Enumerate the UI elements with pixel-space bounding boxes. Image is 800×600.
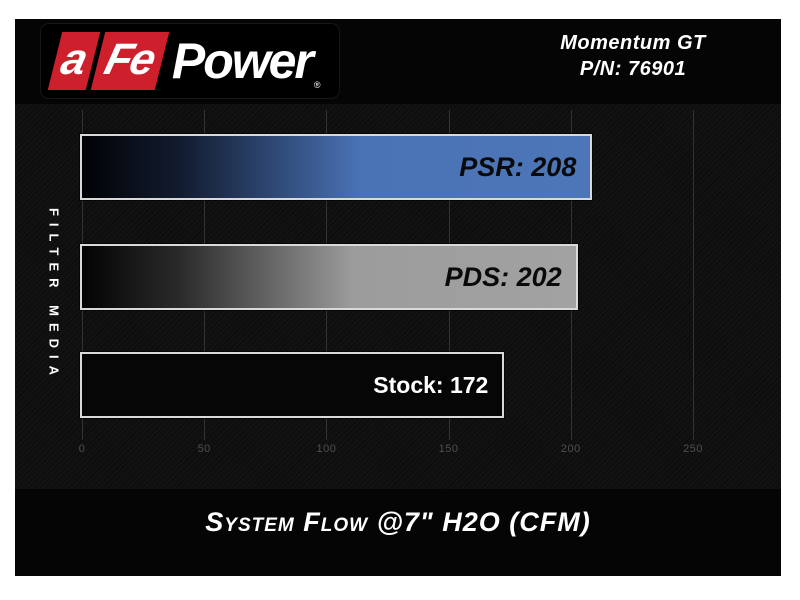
x-tick-label: 200 (560, 443, 581, 455)
chart-title: System Flow @7" H2O (CFM) (205, 507, 591, 537)
chart-canvas: a Fe Power ® Momentum GT P/N: 76901 FILT… (15, 19, 781, 576)
bar-value-label: PDS: 202 (444, 261, 562, 292)
bar-pds: PDS: 202 (80, 244, 578, 310)
product-info: Momentum GT P/N: 76901 (508, 30, 758, 82)
x-tick-label: 250 (683, 443, 703, 455)
product-part-number: P/N: 76901 (579, 58, 687, 80)
gridline (693, 110, 694, 440)
afe-power-logo: a Fe Power ® (40, 23, 340, 99)
logo-red-blocks: a Fe (47, 32, 170, 90)
logo-power-text: Power (171, 33, 314, 89)
bar-value-label: PSR: 208 (459, 151, 577, 182)
x-tick-label: 100 (316, 443, 337, 455)
bar-stock: Stock: 172 (80, 352, 505, 418)
logo-segment-fe: Fe (91, 32, 170, 90)
y-axis-label: FILTER MEDIA (46, 207, 62, 383)
product-name: Momentum GT (560, 32, 706, 54)
x-tick-label: 150 (438, 443, 459, 455)
bar-value-label: Stock: 172 (373, 371, 489, 398)
x-tick-label: 50 (197, 443, 211, 455)
registered-trademark-icon: ® (313, 80, 321, 90)
x-tick-label: 0 (78, 443, 86, 455)
bar-psr: PSR: 208 (80, 134, 593, 200)
